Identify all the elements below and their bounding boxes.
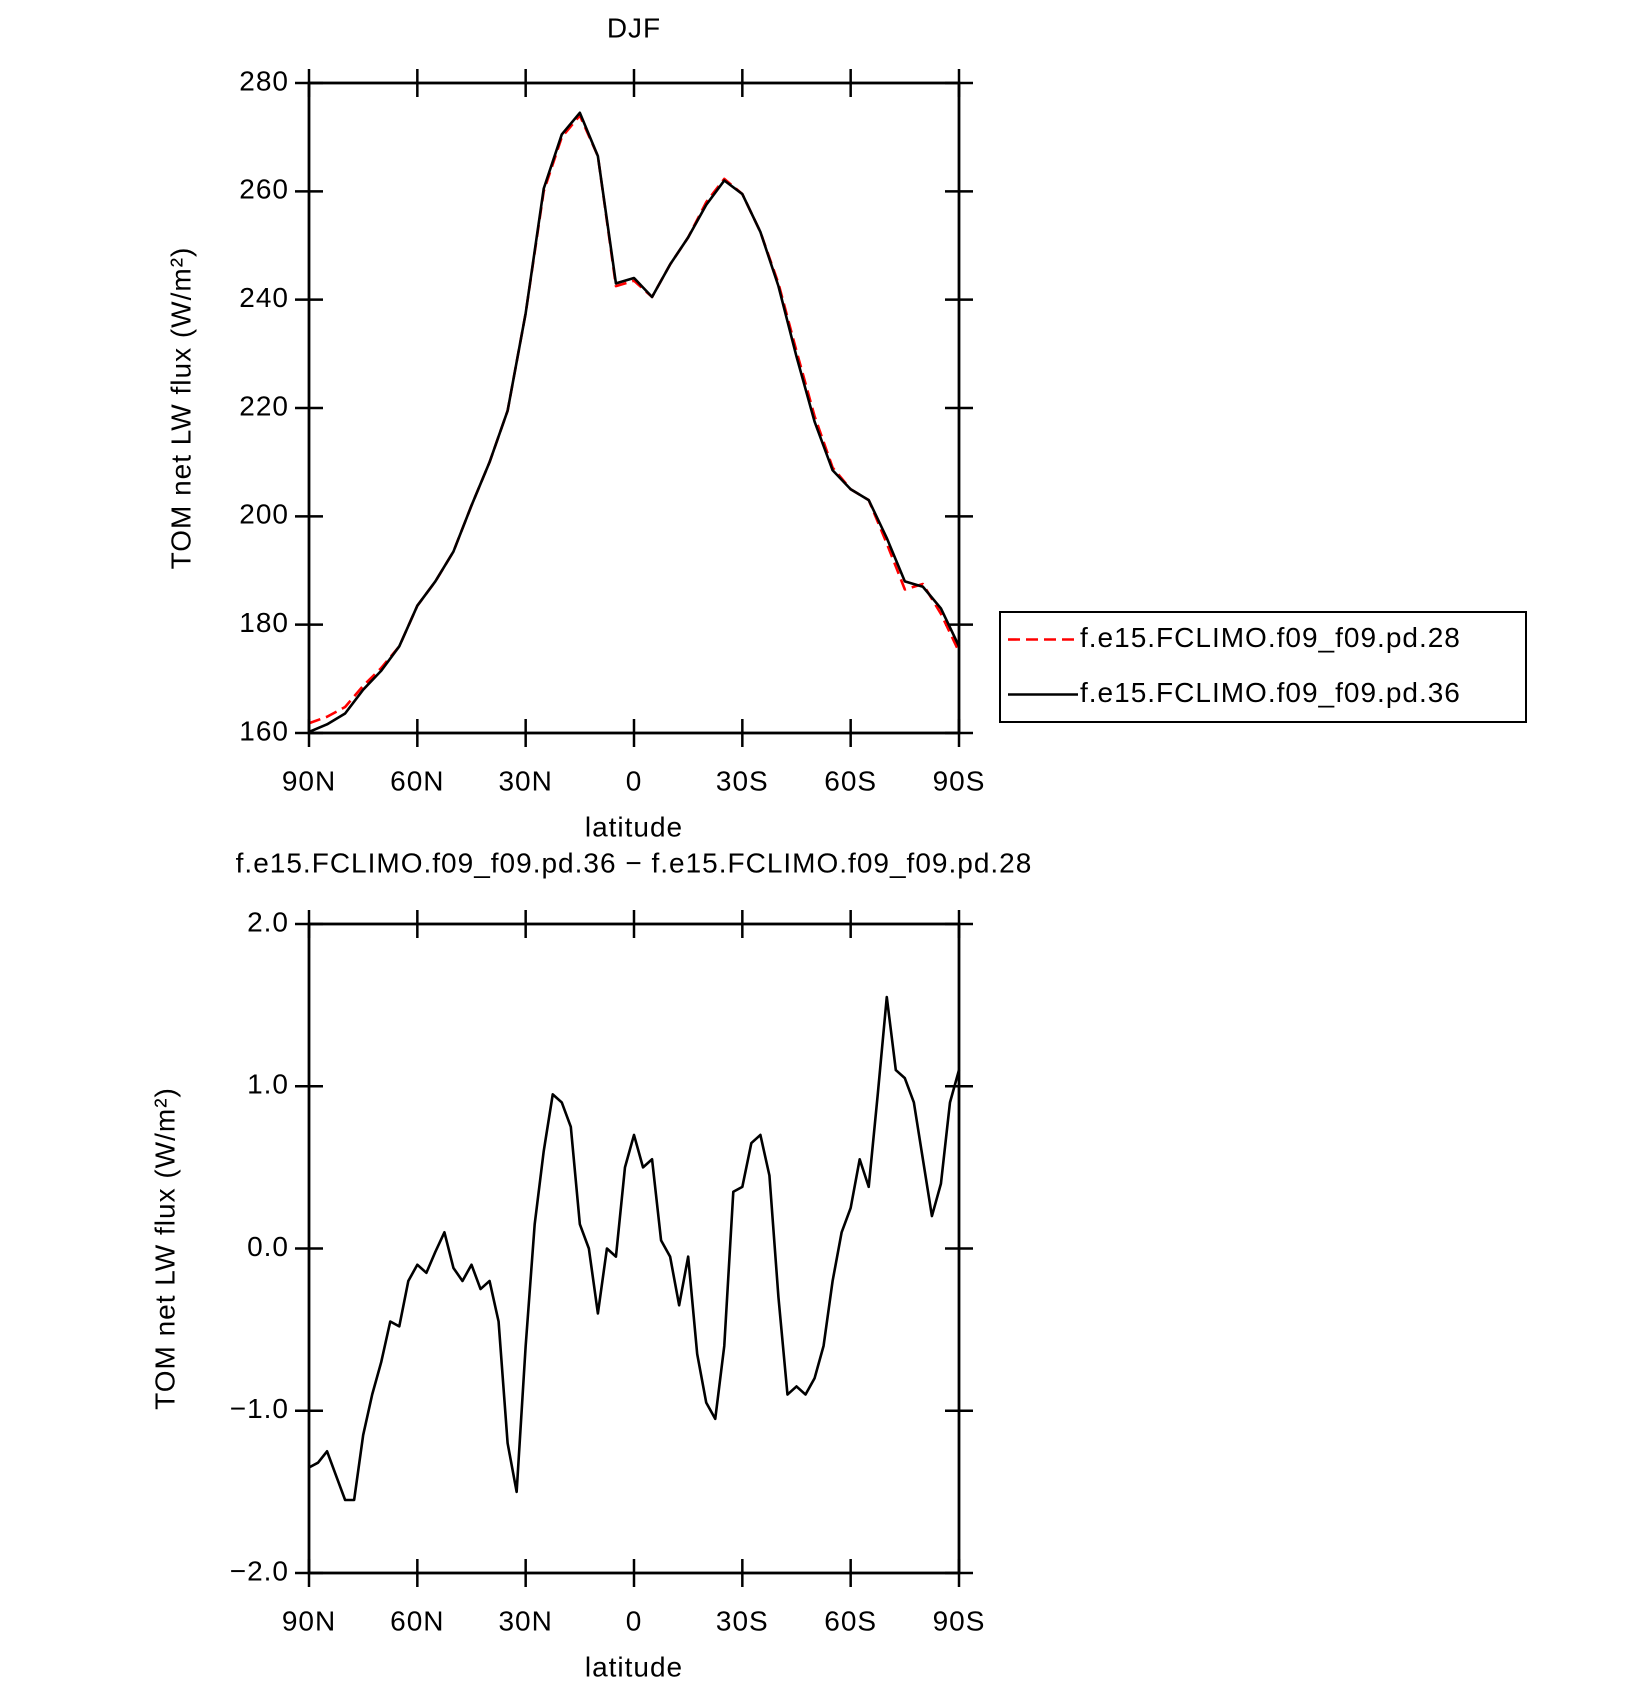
y-tick-label: 240 xyxy=(239,282,289,313)
y-tick-label: 220 xyxy=(239,390,289,421)
chart-title: f.e15.FCLIMO.f09_f09.pd.36 − f.e15.FCLIM… xyxy=(236,847,1033,878)
y-axis-label: TOM net LW flux (W/m²) xyxy=(165,247,196,570)
x-tick-label: 60N xyxy=(390,1605,444,1636)
chart-title: DJF xyxy=(607,12,661,43)
x-tick-label: 0 xyxy=(626,765,643,796)
x-tick-label: 60S xyxy=(824,1605,877,1636)
y-tick-label: 180 xyxy=(239,607,289,638)
x-tick-label: 0 xyxy=(626,1605,643,1636)
x-tick-label: 90S xyxy=(933,765,986,796)
x-tick-label: 30S xyxy=(716,765,769,796)
x-axis-label: latitude xyxy=(585,1651,683,1682)
x-axis-label: latitude xyxy=(585,811,683,842)
y-tick-label: 0.0 xyxy=(247,1231,289,1262)
x-tick-label: 30S xyxy=(716,1605,769,1636)
y-axis-label: TOM net LW flux (W/m²) xyxy=(149,1087,180,1410)
x-tick-label: 60S xyxy=(824,765,877,796)
y-tick-label: 260 xyxy=(239,174,289,205)
panel: DJF TOM net LW flux (W/m²) latitude 160 180 2… xyxy=(165,12,1527,842)
plot-frame xyxy=(307,81,961,735)
x-tick-label: 90S xyxy=(933,1605,986,1636)
plot-frame xyxy=(307,922,961,1575)
panel: f.e15.FCLIMO.f09_f09.pd.36 − f.e15.FCLIM… xyxy=(149,847,1033,1682)
y-tick-label: 2.0 xyxy=(247,906,289,937)
legend-label: f.e15.FCLIMO.f09_f09.pd.28 xyxy=(1080,622,1461,653)
x-tick-label: 90N xyxy=(282,1605,336,1636)
x-tick-label: 60N xyxy=(390,765,444,796)
x-tick-label: 90N xyxy=(282,765,336,796)
legend: f.e15.FCLIMO.f09_f09.pd.28 f.e15.FCLIMO.f… xyxy=(999,611,1527,723)
y-tick-label: 1.0 xyxy=(247,1069,289,1100)
x-tick-label: 30N xyxy=(498,1605,552,1636)
legend-box xyxy=(999,611,1527,723)
y-tick-label: −1.0 xyxy=(230,1393,289,1424)
data-line xyxy=(308,995,961,1502)
y-tick-label: 160 xyxy=(239,715,289,746)
x-tick-label: 30N xyxy=(498,765,552,796)
y-tick-label: 200 xyxy=(239,499,289,530)
y-tick-label: 280 xyxy=(239,65,289,96)
y-tick-label: −2.0 xyxy=(230,1555,289,1586)
data-line xyxy=(308,111,961,734)
legend-label: f.e15.FCLIMO.f09_f09.pd.36 xyxy=(1080,677,1461,708)
